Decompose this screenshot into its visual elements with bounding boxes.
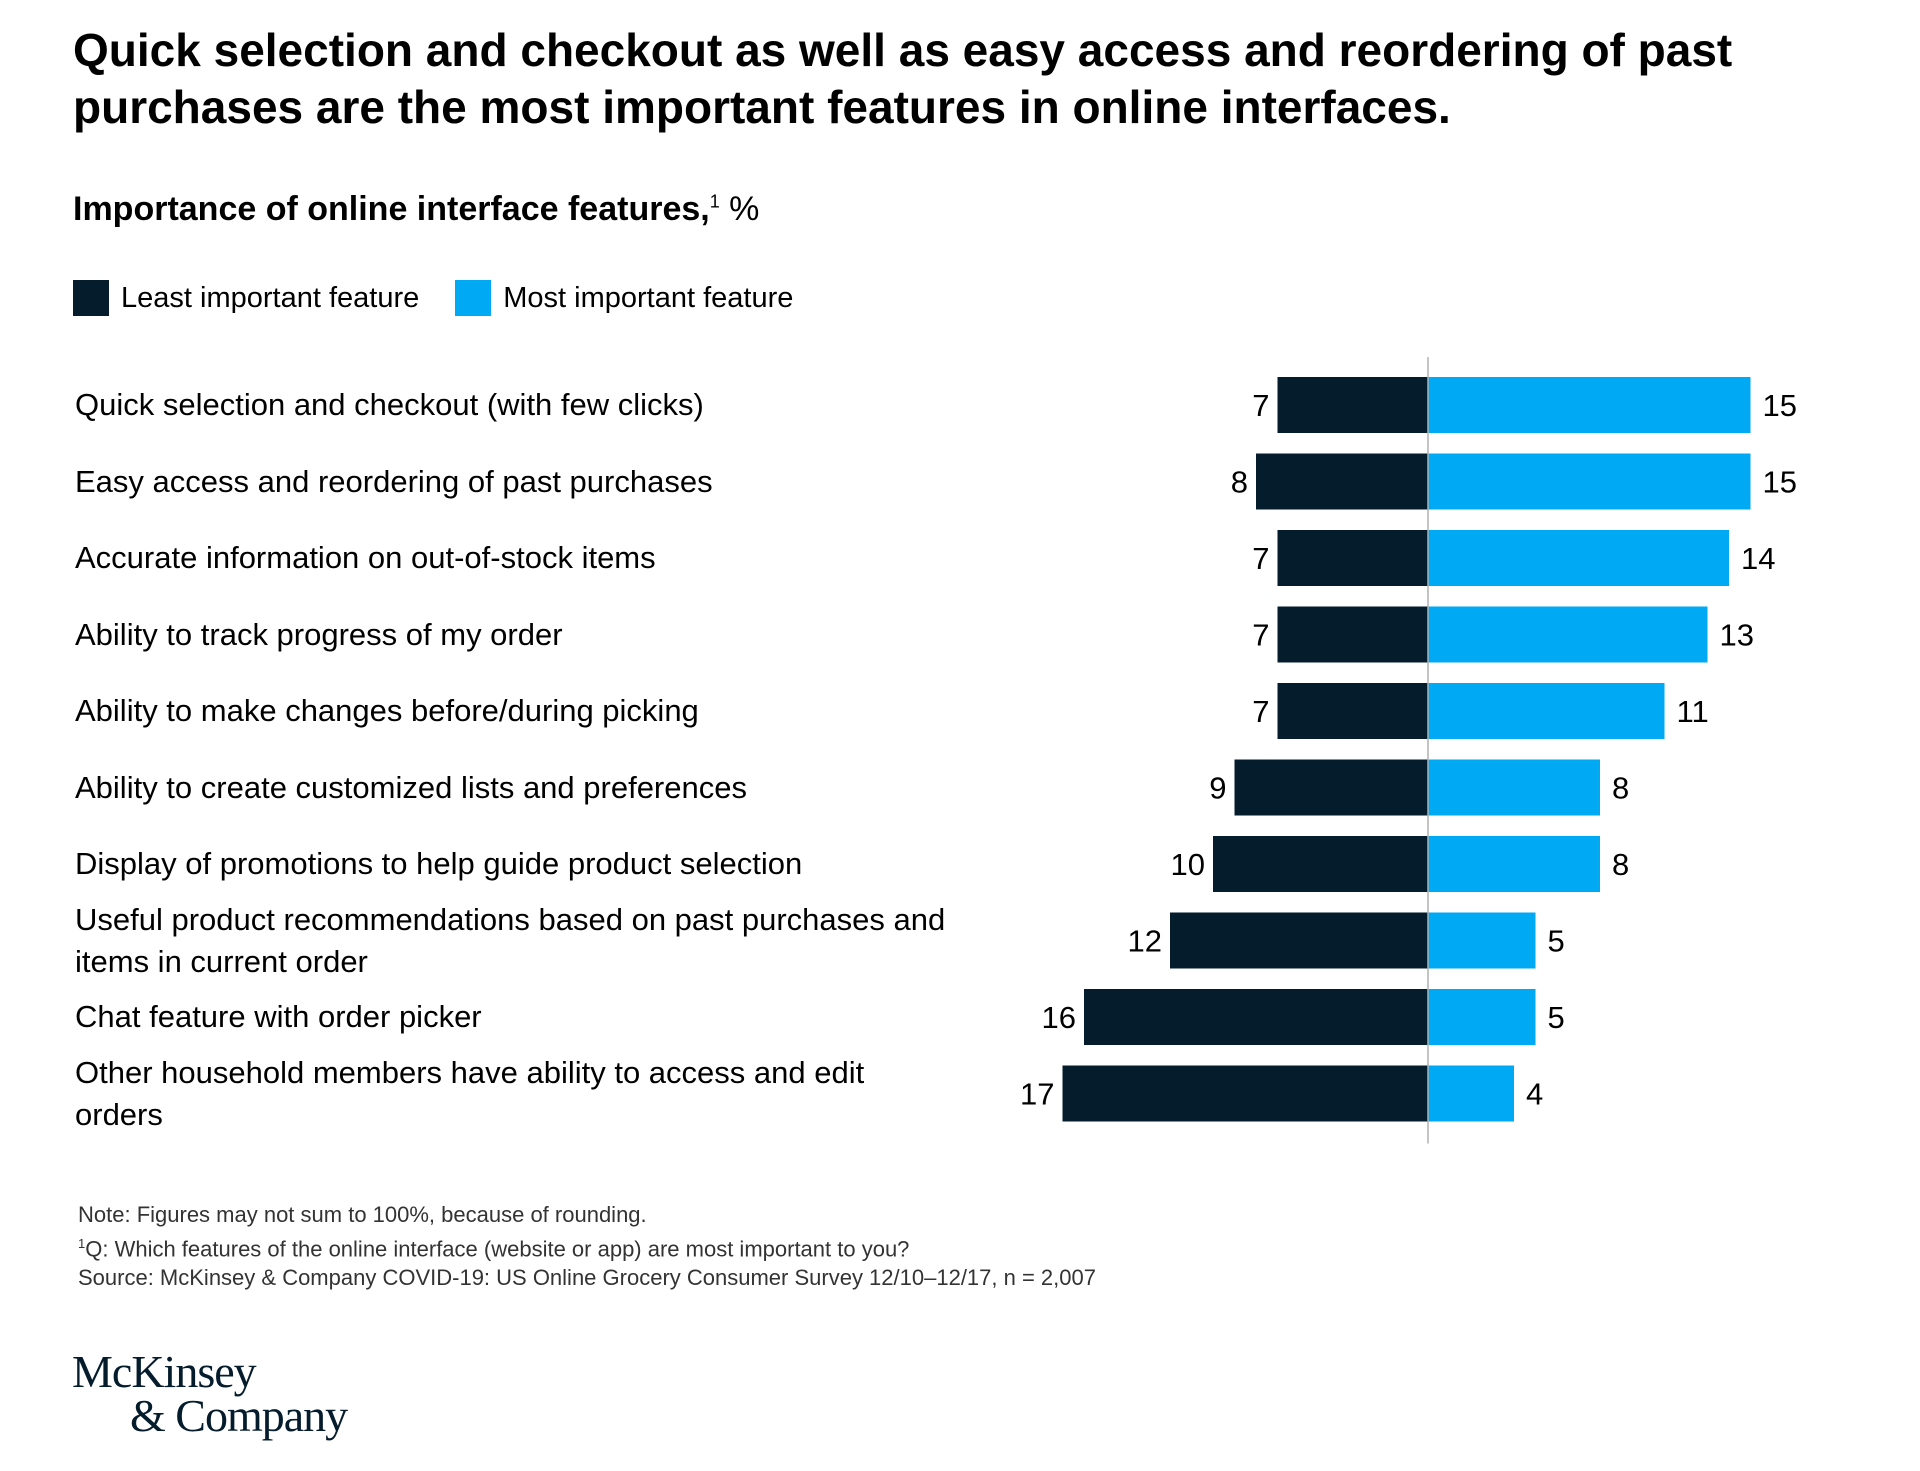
value-label-least: 7: [1252, 618, 1269, 653]
logo-line-2: & Company: [130, 1390, 348, 1441]
bar-most-important: [1428, 989, 1536, 1045]
value-label-most: 5: [1548, 1000, 1565, 1035]
value-label-most: 4: [1526, 1077, 1543, 1112]
value-label-most: 11: [1677, 694, 1709, 729]
legend-item-most: Most important feature: [455, 280, 793, 316]
value-label-least: 10: [1171, 847, 1205, 882]
bar-least-important: [1234, 759, 1428, 816]
value-label-least: 8: [1231, 465, 1248, 500]
legend-swatch-most: [455, 280, 492, 316]
legend-label-most: Most important feature: [503, 281, 794, 314]
value-label-most: 14: [1741, 541, 1775, 576]
value-label-least: 7: [1252, 541, 1269, 576]
bar-least-important: [1062, 1065, 1428, 1122]
bar-least-important: [1256, 453, 1428, 510]
category-label: Display of promotions to help guide prod…: [75, 846, 803, 881]
diverging-bar-chart: 7 15 8 15 7 14 7 13 7 11 9 8 10 8 12 5 16 5 17 4: [1020, 357, 1797, 1144]
legend-swatch-least: [73, 280, 109, 316]
question-footnote-mark: 1: [78, 1236, 86, 1251]
value-label-most: 8: [1612, 771, 1629, 806]
bar-most-important: [1428, 759, 1600, 816]
question-footnote: 1Q: Which features of the online interfa…: [78, 1229, 1096, 1263]
headline: Quick selection and checkout as well as …: [73, 24, 1733, 133]
category-label: Quick selection and checkout (with few c…: [75, 387, 704, 422]
value-label-most: 13: [1720, 618, 1754, 653]
value-label-least: 12: [1128, 924, 1162, 959]
mckinsey-logo: McKinsey & Company: [72, 1346, 348, 1441]
bar-least-important: [1277, 606, 1428, 663]
value-label-most: 15: [1763, 388, 1797, 423]
subtitle-unit: %: [729, 190, 760, 228]
value-label-least: 7: [1252, 388, 1269, 423]
category-label: Accurate information on out-of-stock ite…: [75, 540, 656, 575]
bar-least-important: [1213, 836, 1428, 892]
value-label-most: 5: [1548, 924, 1565, 959]
value-label-most: 15: [1763, 465, 1797, 500]
bar-most-important: [1428, 377, 1751, 433]
bar-most-important: [1428, 683, 1665, 739]
value-label-most: 8: [1612, 847, 1629, 882]
value-label-least: 9: [1209, 771, 1226, 806]
value-label-least: 7: [1252, 694, 1269, 729]
category-label: Other household members have ability to …: [75, 1054, 865, 1132]
category-label: Ability to track progress of my order: [75, 616, 563, 652]
bar-most-important: [1428, 453, 1751, 510]
bar-most-important: [1428, 912, 1536, 969]
legend-label-least: Least important feature: [121, 281, 420, 314]
category-label: Ability to make changes before/during pi…: [75, 693, 699, 728]
chart-subtitle: Importance of online interface features,…: [73, 190, 759, 229]
category-label: Useful product recommendations based on …: [75, 901, 946, 979]
bar-least-important: [1084, 989, 1428, 1045]
category-label: Chat feature with order picker: [75, 999, 482, 1034]
bar-most-important: [1428, 606, 1708, 663]
note-text: Note: Figures may not sum to 100%, becau…: [78, 1202, 647, 1227]
bar-least-important: [1170, 912, 1428, 969]
legend: Least important feature Most important f…: [73, 280, 829, 316]
legend-item-least: Least important feature: [73, 280, 419, 316]
bar-least-important: [1277, 530, 1428, 586]
footnotes: Note: Figures may not sum to 100%, becau…: [78, 1200, 1096, 1292]
category-label: Easy access and reordering of past purch…: [75, 463, 713, 499]
bar-most-important: [1428, 1065, 1514, 1122]
subtitle-footnote-mark: 1: [709, 191, 720, 212]
value-label-least: 17: [1020, 1077, 1054, 1112]
value-label-least: 16: [1042, 1000, 1076, 1035]
question-text: Q: Which features of the online interfac…: [85, 1236, 910, 1262]
category-label: Ability to create customized lists and p…: [75, 769, 747, 805]
bar-least-important: [1277, 683, 1428, 739]
logo-line-1: McKinsey: [72, 1346, 257, 1397]
bar-most-important: [1428, 530, 1729, 586]
source-text: Source: McKinsey & Company COVID-19: US …: [78, 1265, 1096, 1291]
subtitle-text: Importance of online interface features,: [73, 190, 710, 228]
bar-least-important: [1277, 377, 1428, 433]
bar-most-important: [1428, 836, 1600, 892]
